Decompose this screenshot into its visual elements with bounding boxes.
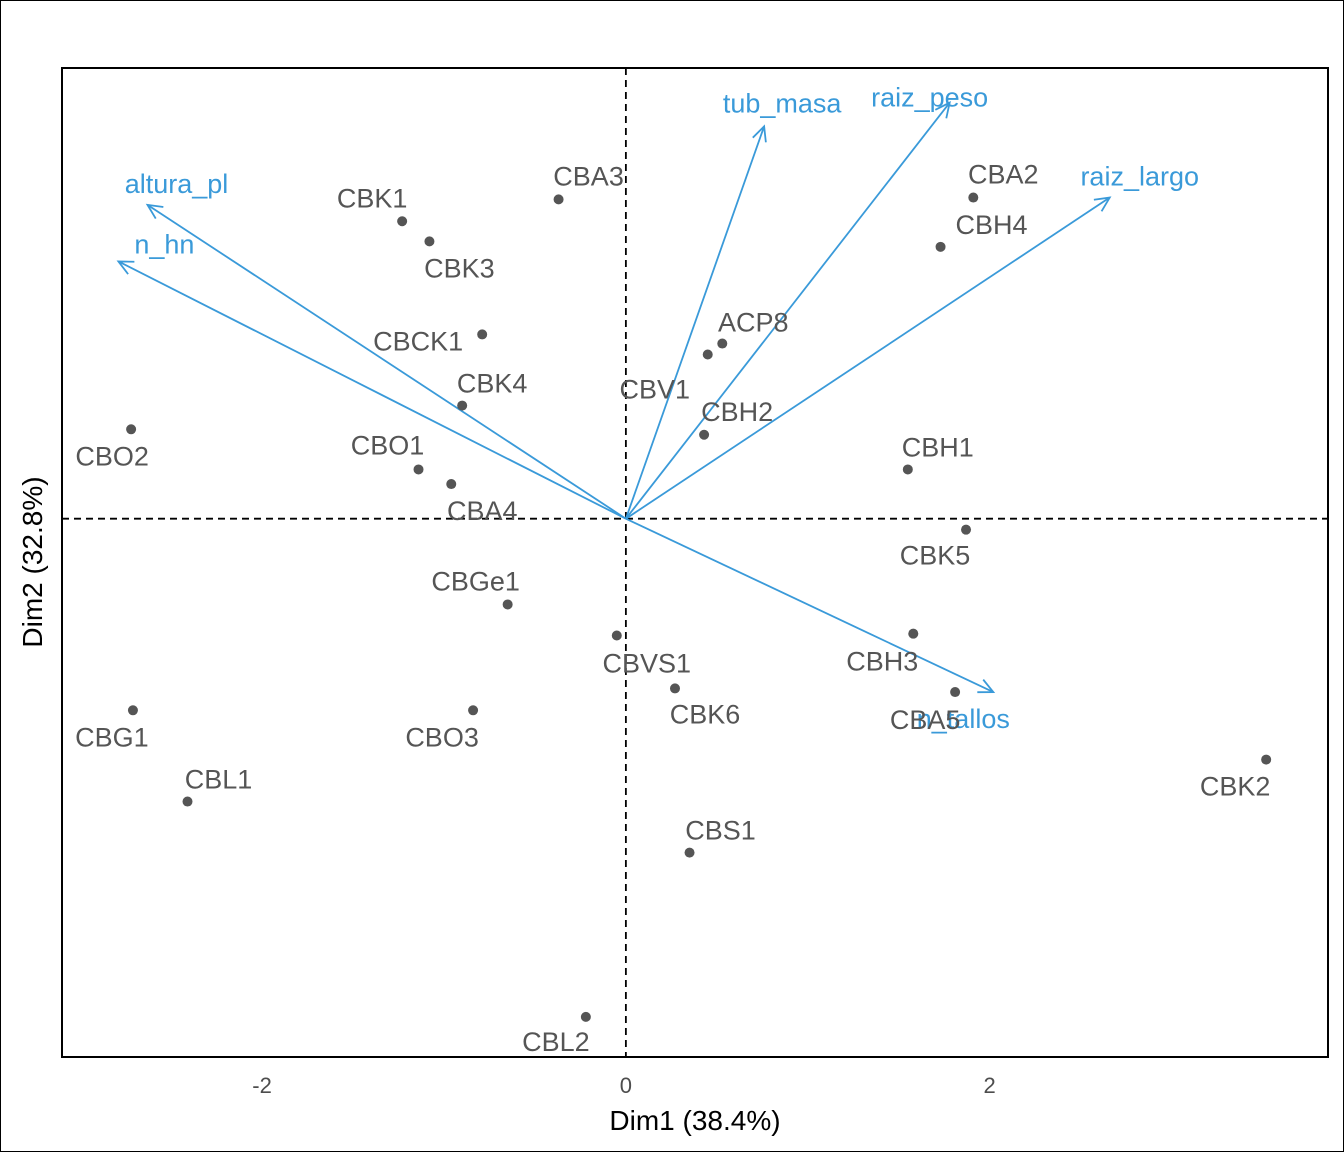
x-tick-label: 2 xyxy=(984,1073,996,1098)
individual-point: CBV1 xyxy=(619,349,713,404)
individual-label: CBA4 xyxy=(447,496,518,526)
variable-arrow: raiz_peso xyxy=(625,83,988,520)
variable-label: tub_masa xyxy=(723,88,843,118)
individual-label: CBCK1 xyxy=(373,326,463,356)
individual-point: CBH4 xyxy=(935,210,1028,252)
individual-point: CBO3 xyxy=(405,705,479,752)
individual-point: CBK2 xyxy=(1200,754,1272,802)
individual-point: CBK4 xyxy=(457,369,528,411)
individual-label: CBO1 xyxy=(351,430,425,460)
individual-point: CBA2 xyxy=(968,160,1039,203)
individual-label: CBK6 xyxy=(670,699,741,729)
individual-point: CBCK1 xyxy=(373,326,488,356)
variable-label: altura_pl xyxy=(125,169,229,199)
variable-label: raiz_largo xyxy=(1080,162,1199,192)
individual-label: CBH1 xyxy=(902,432,974,462)
individual-point: CBS1 xyxy=(684,816,756,858)
individual-label: CBA2 xyxy=(968,160,1039,190)
individual-label: CBK3 xyxy=(424,253,495,283)
variable-arrow: tub_masa xyxy=(625,88,843,520)
individual-label: CBVS1 xyxy=(603,648,692,678)
individual-point: CBO2 xyxy=(75,424,149,471)
individual-point: CBA5 xyxy=(890,687,961,735)
individual-label: CBL1 xyxy=(185,765,253,795)
variable-label: raiz_peso xyxy=(871,83,988,113)
individual-label: CBO2 xyxy=(75,441,149,471)
individual-point: CBGe1 xyxy=(431,566,520,610)
x-tick-label: -2 xyxy=(252,1073,272,1098)
individual-point: CBG1 xyxy=(75,705,149,752)
individual-label: CBG1 xyxy=(75,722,149,752)
individual-label: CBH4 xyxy=(956,210,1028,240)
individual-point: CBO1 xyxy=(351,430,425,475)
individual-label: CBK2 xyxy=(1200,772,1271,802)
variable-arrow: altura_pl xyxy=(125,169,627,520)
individual-point: CBA3 xyxy=(553,161,624,205)
individual-label: CBA5 xyxy=(890,705,961,735)
individual-label: CBO3 xyxy=(405,722,479,752)
variable-arrow: raiz_largo xyxy=(625,162,1199,520)
individual-label: CBV1 xyxy=(619,374,690,404)
variable-arrow: n_hn xyxy=(116,229,627,520)
individual-label: CBA3 xyxy=(553,161,624,191)
variable-label: n_tallos xyxy=(917,704,1010,734)
x-axis-title: Dim1 (38.4%) xyxy=(609,1105,780,1136)
individual-point: CBH1 xyxy=(902,432,974,475)
individual-label: ACP8 xyxy=(718,308,789,338)
plot-panel xyxy=(61,67,1329,1058)
individual-label: CBL2 xyxy=(522,1027,590,1057)
individual-point: CBK3 xyxy=(424,236,495,283)
individual-point: CBK1 xyxy=(337,183,408,227)
individual-label: CBH3 xyxy=(846,647,918,677)
individual-label: CBGe1 xyxy=(431,566,520,596)
individual-label: CBS1 xyxy=(685,816,756,846)
individual-point: CBVS1 xyxy=(603,630,692,678)
individual-point: CBA4 xyxy=(446,479,518,526)
individual-point: ACP8 xyxy=(717,308,789,349)
variable-arrows: tub_masa raiz_peso raiz_largo altura_pl n_hn… xyxy=(116,83,1199,734)
individual-point: CBH2 xyxy=(699,397,773,440)
individual-point: CBL2 xyxy=(522,1011,591,1057)
variable-arrow: n_tallos xyxy=(625,517,1010,734)
individual-point: CBL1 xyxy=(182,765,253,807)
individual-point: CBK5 xyxy=(900,524,972,571)
variable-label: n_hn xyxy=(134,229,194,259)
individual-points: CBA3 CBK1 CBK3 CBA2 CBH4 ACP8 CBV1 CBCK1 CBK4 CBH… xyxy=(75,160,1272,1057)
individual-label: CBK4 xyxy=(457,369,528,399)
x-tick-label: 0 xyxy=(620,1073,632,1098)
x-axis-ticks: -2 0 2 xyxy=(252,1073,995,1098)
individual-label: CBH2 xyxy=(701,397,773,427)
y-axis-title: Dim2 (32.8%) xyxy=(17,476,48,647)
individual-label: CBK5 xyxy=(900,541,971,571)
individual-point: CBH3 xyxy=(846,628,918,677)
individual-point: CBK6 xyxy=(670,683,741,729)
individual-label: CBK1 xyxy=(337,183,408,213)
